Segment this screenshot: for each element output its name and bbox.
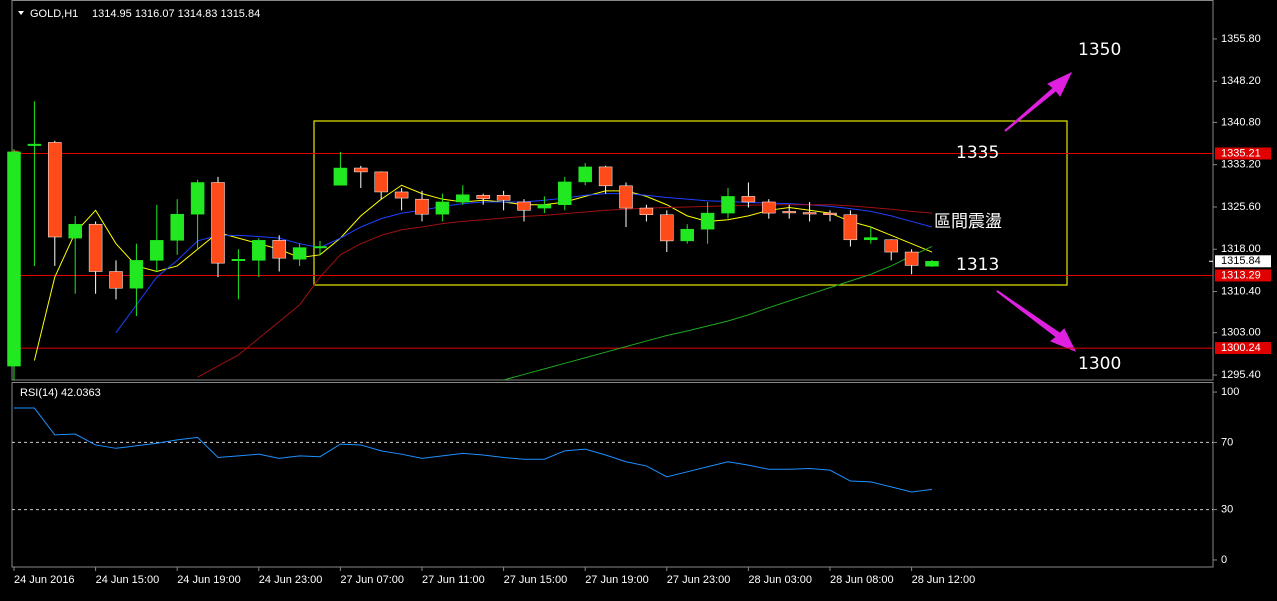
x-tick-label: 28 Jun 03:00 [748,574,812,586]
annotation: 區間震盪 [934,212,1002,232]
y-tick-label: 100 [1221,386,1239,398]
candle-body [721,196,735,214]
x-tick-label: 24 Jun 2016 [14,574,75,586]
rsi-frame [11,382,1214,568]
price-tag [1215,255,1271,268]
symbol: GOLD,H1 [30,8,78,20]
candle-body [741,196,756,203]
x-tick-label: 28 Jun 08:00 [830,574,894,586]
candle-body [782,211,796,214]
candle-body [394,191,409,199]
y-tick-label: 30 [1221,503,1233,515]
x-tick-label: 27 Jun 19:00 [585,574,649,586]
x-tick-label: 27 Jun 23:00 [667,574,731,586]
candle-body [864,237,878,241]
candle-body [619,185,633,209]
candle-body [435,201,450,215]
candle-body [680,228,694,242]
y-tick-label: 0 [1221,554,1227,566]
candle-body [823,212,837,216]
candle-body [231,259,246,262]
level-tag-label: 1313.29 [1221,269,1261,281]
candle-body [68,223,82,239]
price-tag-label: 1315.84 [1221,255,1261,267]
candle-body [374,171,388,193]
x-tick-label: 24 Jun 15:00 [96,574,160,586]
menu-arrow [18,11,24,15]
candle-body [129,260,144,289]
candle-body [660,214,674,242]
rsi-line [14,407,933,493]
candle-body [170,213,184,241]
candle-body [843,214,858,241]
candle-body [762,201,776,214]
level-tag [1215,269,1271,282]
range-box [313,120,1068,286]
candle-body [925,261,939,267]
candle-body [558,181,572,205]
y-tick-label: 1348.20 [1221,75,1261,87]
candle-body [700,212,715,230]
y-tick-label: 1303.00 [1221,327,1261,339]
level-tag [1215,342,1271,355]
candle-body [904,251,919,266]
arrow-down [996,290,1077,352]
annotation: 1350 [1078,40,1121,60]
candle-body [211,182,225,264]
candle-body [802,212,817,215]
y-tick-label: 1333.20 [1221,159,1261,171]
level-tag-label: 1300.24 [1221,342,1261,354]
candle-body [109,271,123,289]
y-tick-label: 1295.40 [1221,369,1261,381]
rsi-title: RSI(14) 42.0363 [20,387,101,399]
moving-average [503,246,933,381]
candle-body [598,166,613,187]
annotation: 1313 [956,255,999,275]
candle-body [578,166,592,183]
candle-body [639,207,654,216]
candle-body [537,204,552,209]
candle-body [476,195,490,199]
candle-body [517,201,531,211]
level-tag [1215,147,1271,160]
y-tick-label: 1340.80 [1221,116,1261,128]
candle-body [27,143,42,146]
x-tick-label: 27 Jun 07:00 [340,574,404,586]
y-tick-label: 70 [1221,436,1233,448]
level-tag-label: 1335.21 [1221,147,1261,159]
candle-body [272,240,286,259]
candle-body [354,167,368,173]
x-tick-label: 24 Jun 23:00 [259,574,323,586]
x-tick-label: 27 Jun 11:00 [422,574,485,586]
y-tick-label: 1310.40 [1221,285,1261,297]
candle-body [313,246,327,249]
candle-body [884,239,898,253]
annotation: 1300 [1078,354,1121,374]
x-tick-label: 27 Jun 15:00 [504,574,568,586]
x-tick-label: 28 Jun 12:00 [912,574,976,586]
candle-body [150,240,164,261]
candle-body [496,195,511,201]
candle-body [415,198,429,215]
ohlc-header: 1314.95 1316.07 1314.83 1315.84 [92,8,260,20]
candle-body [252,240,266,261]
candle-body [190,182,205,215]
x-tick-label: 24 Jun 19:00 [177,574,241,586]
candle-body [333,167,348,186]
y-tick-label: 1325.60 [1221,201,1261,213]
candle-body [7,151,21,367]
arrow-up [1004,71,1073,132]
candle-body [48,142,62,238]
candle-body [88,223,103,272]
y-tick-label: 1355.80 [1221,33,1261,45]
annotation: 1335 [956,143,999,163]
candle-body [456,194,470,203]
candle-body [292,247,307,260]
y-tick-label: 1318.00 [1221,243,1261,255]
